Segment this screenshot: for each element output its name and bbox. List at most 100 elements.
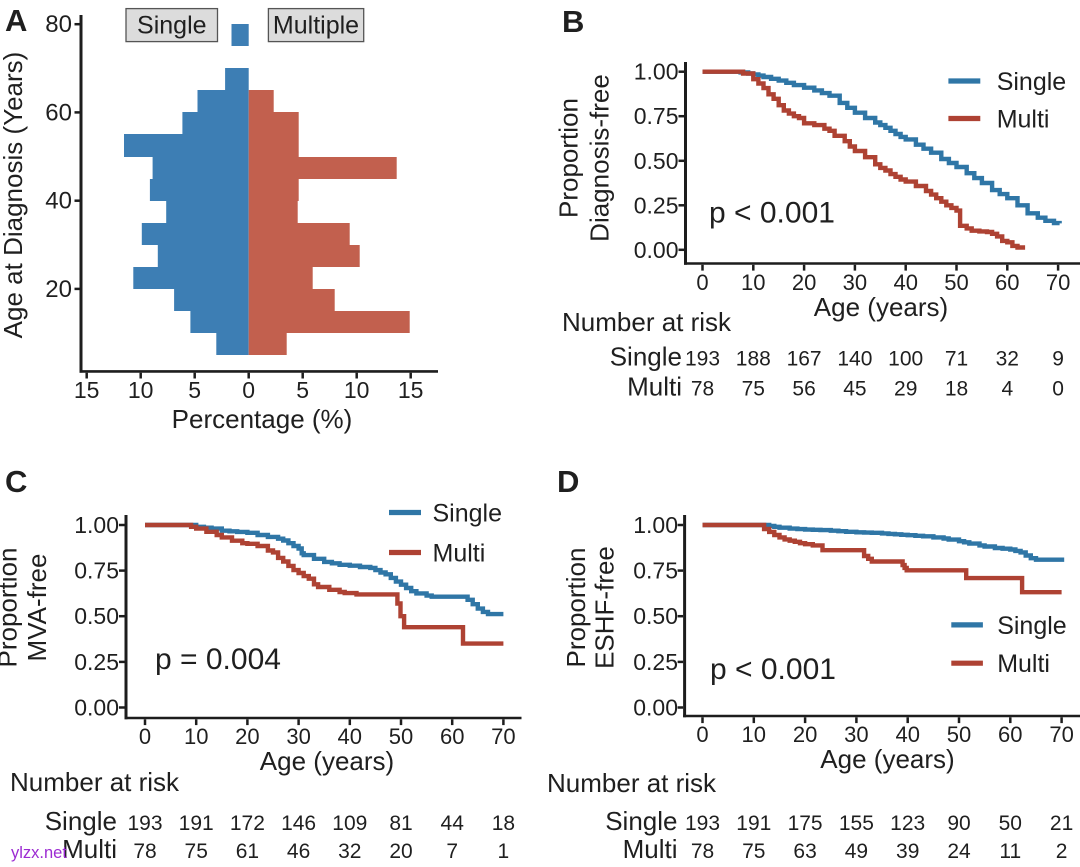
svg-text:5: 5 xyxy=(188,377,201,403)
svg-text:Multiple: Multiple xyxy=(273,12,359,40)
svg-text:32: 32 xyxy=(338,840,361,863)
svg-text:Multi: Multi xyxy=(62,834,117,864)
svg-text:80: 80 xyxy=(45,11,72,38)
svg-text:9: 9 xyxy=(1052,348,1064,371)
svg-text:123: 123 xyxy=(890,812,925,835)
svg-text:172: 172 xyxy=(230,812,265,835)
svg-text:1.00: 1.00 xyxy=(633,512,678,538)
svg-text:61: 61 xyxy=(236,840,259,863)
svg-text:70: 70 xyxy=(1049,722,1073,747)
svg-text:20: 20 xyxy=(792,270,816,295)
svg-text:109: 109 xyxy=(332,812,367,835)
svg-text:4: 4 xyxy=(1001,378,1013,401)
svg-text:Proportion: Proportion xyxy=(554,98,584,218)
svg-text:32: 32 xyxy=(996,348,1019,371)
svg-text:40: 40 xyxy=(895,722,919,747)
svg-text:0: 0 xyxy=(696,270,708,295)
svg-text:10: 10 xyxy=(344,377,370,403)
svg-text:Proportion: Proportion xyxy=(561,548,591,668)
svg-text:191: 191 xyxy=(736,812,771,835)
svg-text:40: 40 xyxy=(338,724,362,749)
svg-text:1: 1 xyxy=(498,840,510,863)
svg-text:60: 60 xyxy=(998,722,1022,747)
svg-text:20: 20 xyxy=(235,724,259,749)
svg-text:Single: Single xyxy=(610,342,682,372)
svg-text:78: 78 xyxy=(691,840,714,863)
svg-text:10: 10 xyxy=(128,377,154,403)
svg-text:175: 175 xyxy=(788,812,823,835)
svg-text:146: 146 xyxy=(281,812,316,835)
svg-text:Age at Diagnosis (Years): Age at Diagnosis (Years) xyxy=(0,52,28,339)
svg-text:0.75: 0.75 xyxy=(633,558,678,584)
svg-text:Single: Single xyxy=(997,612,1066,640)
svg-text:Age (years): Age (years) xyxy=(814,292,948,322)
svg-text:21: 21 xyxy=(1050,812,1073,835)
svg-text:78: 78 xyxy=(691,378,714,401)
svg-text:49: 49 xyxy=(845,840,868,863)
svg-text:81: 81 xyxy=(389,812,412,835)
svg-text:0.75: 0.75 xyxy=(74,558,119,584)
svg-text:24: 24 xyxy=(947,840,971,863)
svg-text:Single: Single xyxy=(997,68,1066,96)
svg-text:Age (years): Age (years) xyxy=(260,746,394,776)
svg-text:Percentage (%): Percentage (%) xyxy=(172,404,353,434)
svg-text:40: 40 xyxy=(45,188,72,215)
svg-text:p = 0.004: p = 0.004 xyxy=(155,643,281,676)
svg-text:70: 70 xyxy=(1046,270,1070,295)
svg-text:Number at risk: Number at risk xyxy=(562,307,732,337)
svg-text:20: 20 xyxy=(793,722,817,747)
svg-text:0: 0 xyxy=(139,724,151,749)
svg-text:30: 30 xyxy=(844,722,868,747)
svg-text:0.50: 0.50 xyxy=(74,603,119,629)
svg-text:Multi: Multi xyxy=(623,834,678,864)
svg-text:Age (years): Age (years) xyxy=(820,744,954,774)
svg-text:MVA-free: MVA-free xyxy=(22,554,52,662)
svg-text:18: 18 xyxy=(945,378,968,401)
svg-text:Multi: Multi xyxy=(997,106,1050,134)
svg-text:0.25: 0.25 xyxy=(633,649,678,675)
svg-text:11: 11 xyxy=(999,840,1021,863)
svg-text:29: 29 xyxy=(894,378,917,401)
svg-text:50: 50 xyxy=(947,722,971,747)
svg-text:75: 75 xyxy=(742,378,765,401)
svg-text:Number at risk: Number at risk xyxy=(10,767,180,797)
svg-text:5: 5 xyxy=(296,377,309,403)
svg-text:18: 18 xyxy=(492,812,515,835)
svg-text:0.00: 0.00 xyxy=(74,695,119,721)
svg-text:0.75: 0.75 xyxy=(634,103,679,129)
svg-text:A: A xyxy=(5,3,27,38)
svg-text:0: 0 xyxy=(696,722,708,747)
svg-text:Multi: Multi xyxy=(627,372,682,402)
svg-text:45: 45 xyxy=(843,378,866,401)
svg-text:0: 0 xyxy=(242,377,255,403)
svg-text:p < 0.001: p < 0.001 xyxy=(710,653,836,686)
svg-text:56: 56 xyxy=(792,378,815,401)
svg-text:Proportion: Proportion xyxy=(0,548,23,668)
svg-text:0.25: 0.25 xyxy=(634,192,679,218)
svg-text:75: 75 xyxy=(185,840,208,863)
svg-text:100: 100 xyxy=(888,348,923,371)
svg-text:71: 71 xyxy=(945,348,968,371)
svg-text:50: 50 xyxy=(389,724,413,749)
svg-text:193: 193 xyxy=(685,812,720,835)
svg-text:90: 90 xyxy=(947,812,970,835)
svg-text:1.00: 1.00 xyxy=(634,59,679,85)
svg-text:70: 70 xyxy=(491,724,515,749)
svg-text:B: B xyxy=(562,4,584,39)
svg-text:Single: Single xyxy=(137,12,207,40)
svg-text:p < 0.001: p < 0.001 xyxy=(709,197,835,230)
svg-text:C: C xyxy=(5,464,27,499)
svg-text:50: 50 xyxy=(944,270,968,295)
svg-text:Single: Single xyxy=(45,806,117,836)
svg-text:0.00: 0.00 xyxy=(634,237,679,263)
svg-text:60: 60 xyxy=(45,99,72,126)
svg-text:7: 7 xyxy=(446,840,458,863)
svg-text:0: 0 xyxy=(1052,378,1064,401)
svg-text:20: 20 xyxy=(45,276,72,303)
svg-text:193: 193 xyxy=(685,348,720,371)
svg-text:20: 20 xyxy=(389,840,412,863)
svg-text:39: 39 xyxy=(896,840,919,863)
svg-text:30: 30 xyxy=(843,270,867,295)
svg-text:15: 15 xyxy=(398,377,424,403)
svg-text:40: 40 xyxy=(893,270,917,295)
